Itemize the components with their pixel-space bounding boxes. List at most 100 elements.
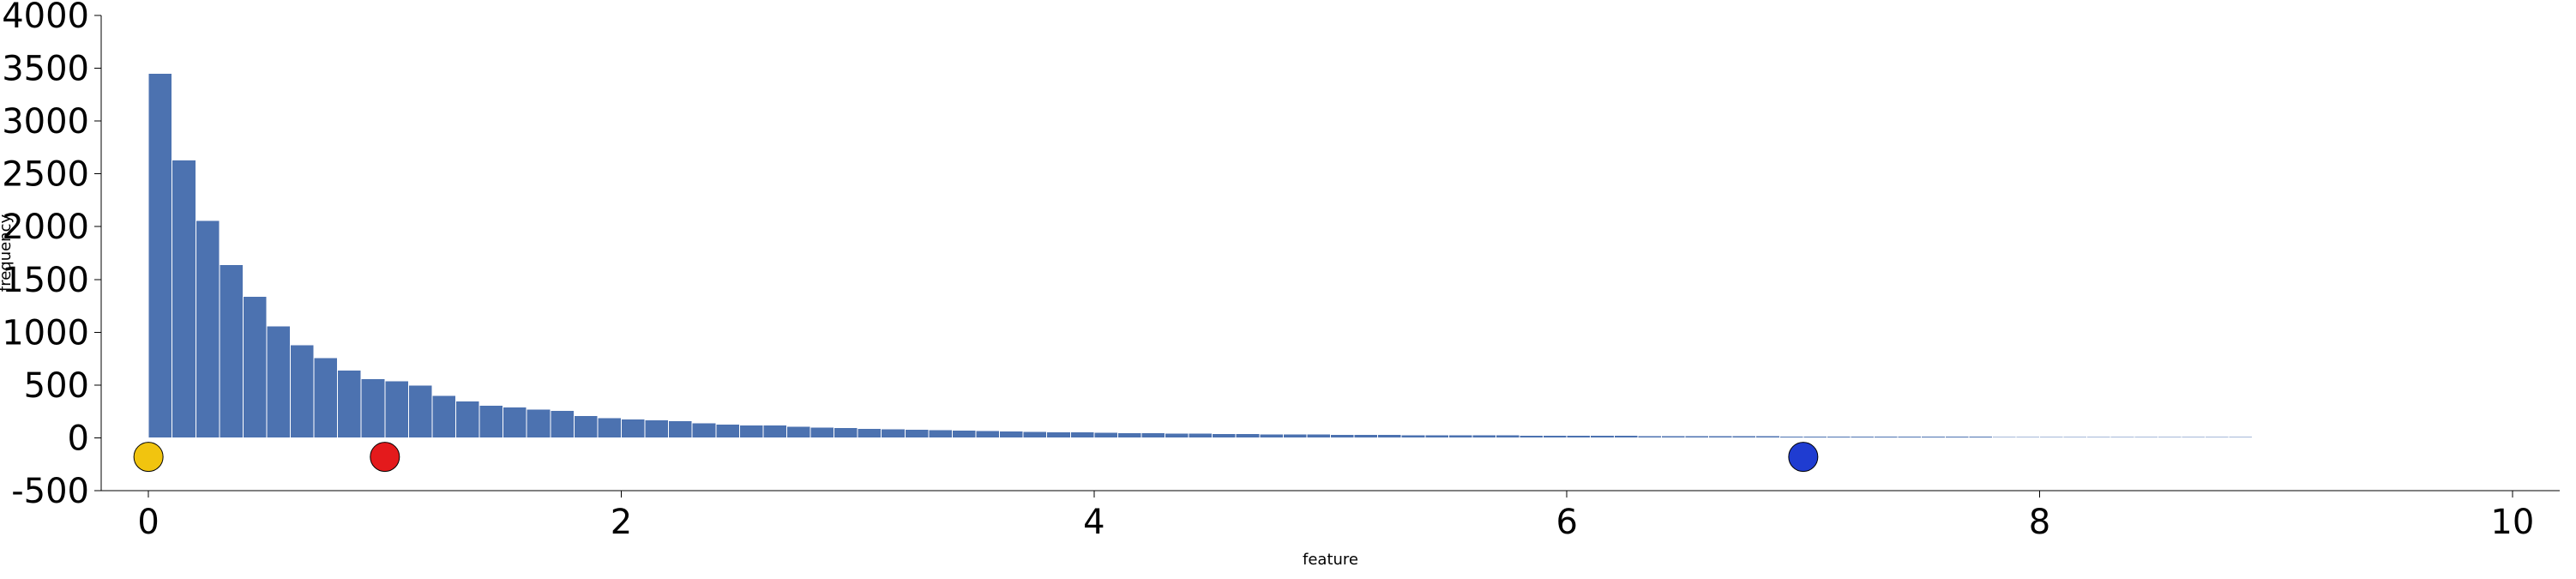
- bar: [669, 421, 693, 438]
- blue-marker: [1789, 443, 1818, 472]
- bar: [2489, 437, 2513, 438]
- bar: [882, 429, 906, 437]
- bar: [716, 424, 740, 437]
- bar: [1213, 433, 1237, 437]
- bar: [1354, 434, 1378, 437]
- bar: [1709, 436, 1733, 437]
- y-tick-label: 1000: [2, 313, 89, 353]
- yellow-marker: [134, 443, 163, 472]
- bar: [621, 419, 645, 437]
- bar: [1591, 436, 1615, 438]
- bar: [1117, 432, 1141, 437]
- y-tick-label: 2500: [2, 155, 89, 195]
- bar: [1544, 435, 1568, 437]
- bar: [929, 430, 953, 437]
- x-tick-label: 10: [2490, 503, 2534, 542]
- bar: [1094, 432, 1118, 437]
- bar: [503, 407, 527, 438]
- bar: [976, 431, 1000, 437]
- bar: [1898, 437, 1922, 438]
- bar: [196, 220, 220, 438]
- bar: [858, 428, 882, 437]
- bar: [1922, 437, 1946, 438]
- y-tick-label: 3000: [2, 102, 89, 142]
- bar: [361, 379, 385, 438]
- bar: [834, 428, 858, 438]
- bar: [1236, 434, 1260, 438]
- red-marker: [370, 443, 400, 472]
- bar: [1448, 435, 1472, 437]
- bar: [1851, 436, 1875, 437]
- bar: [1827, 436, 1851, 437]
- bar: [527, 409, 551, 437]
- bar: [291, 345, 315, 437]
- bar: [2016, 437, 2040, 438]
- bar: [1756, 436, 1780, 437]
- y-axis-label: frequency: [0, 214, 15, 293]
- bar: [598, 418, 622, 437]
- bar: [1331, 434, 1355, 437]
- bar: [1779, 436, 1803, 437]
- bar: [172, 160, 196, 438]
- bar: [1520, 435, 1544, 437]
- y-tick-label: 3500: [2, 50, 89, 89]
- x-tick-label: 0: [137, 503, 159, 542]
- bar: [1969, 437, 1993, 438]
- bar: [385, 381, 409, 437]
- y-tick-label: 500: [24, 366, 89, 406]
- x-tick-label: 2: [611, 503, 632, 542]
- y-tick-label: 0: [68, 419, 89, 458]
- bar: [1023, 431, 1047, 437]
- bar: [1425, 435, 1449, 438]
- bar: [2441, 437, 2465, 438]
- bar: [786, 426, 810, 438]
- bar: [456, 401, 480, 437]
- bar: [1401, 435, 1425, 438]
- bar: [1378, 435, 1402, 438]
- chart-svg: 0 2 4 6 8 10 feature -500 0 500 1000 1500 2000 2500 30…: [0, 0, 2576, 579]
- y-tick-label: 2000: [2, 208, 89, 247]
- bar: [1000, 431, 1024, 438]
- bar: [1803, 436, 1827, 437]
- bar: [739, 425, 763, 438]
- bar: [408, 385, 432, 438]
- bar: [1047, 431, 1071, 437]
- bar: [1614, 436, 1638, 438]
- y-tick-label: -500: [11, 472, 89, 511]
- bar: [574, 416, 598, 438]
- bar: [1945, 437, 1969, 438]
- bar: [148, 74, 172, 438]
- bar: [645, 420, 669, 438]
- bar: [1992, 437, 2016, 438]
- x-tick-label: 8: [2029, 503, 2050, 542]
- bar: [952, 431, 976, 438]
- bar: [1070, 432, 1094, 438]
- bar: [1260, 434, 1284, 438]
- bar: [692, 423, 716, 437]
- x-axis-label: feature: [1303, 551, 1358, 569]
- bar: [220, 265, 244, 438]
- bar: [1472, 435, 1496, 437]
- bar: [2465, 437, 2489, 438]
- bar: [267, 326, 291, 437]
- bar: [1307, 434, 1331, 437]
- bar: [1189, 433, 1213, 437]
- bar: [314, 358, 338, 438]
- bar: [1283, 434, 1307, 437]
- bar: [1165, 433, 1189, 438]
- bar: [338, 371, 362, 438]
- bar: [479, 405, 503, 437]
- y-tick-label: 1500: [2, 261, 89, 300]
- bar: [1661, 436, 1685, 437]
- bar: [1685, 436, 1709, 437]
- bar: [810, 427, 834, 437]
- bar: [1496, 435, 1520, 437]
- bar: [1567, 436, 1591, 438]
- bar: [905, 430, 929, 438]
- x-tick-label: 6: [1556, 503, 1577, 542]
- bar: [551, 410, 575, 437]
- bar: [1732, 436, 1756, 437]
- bar: [1638, 436, 1662, 438]
- bar: [1875, 437, 1899, 438]
- x-tick-label: 4: [1083, 503, 1104, 542]
